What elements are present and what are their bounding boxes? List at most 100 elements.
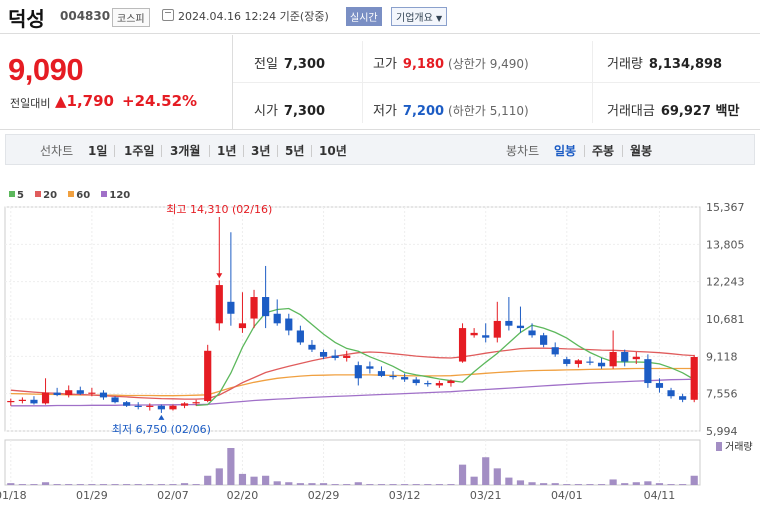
- legend-ma60: 60: [68, 190, 90, 201]
- legend-ma5: 5: [9, 190, 24, 201]
- x-tick-label: 04/11: [644, 489, 676, 502]
- candle-body: [215, 285, 223, 324]
- y-tick-label: 15,367: [706, 201, 745, 214]
- x-tick-label: 02/29: [308, 489, 340, 502]
- candle-body: [30, 399, 38, 404]
- volume-bar: [609, 479, 617, 485]
- tab-3y[interactable]: 3년: [251, 144, 271, 158]
- tab-5y[interactable]: 5년: [285, 144, 305, 158]
- line-chart-label: 선차트: [40, 144, 74, 158]
- x-tick-label: 03/21: [470, 489, 502, 502]
- candle-body: [76, 390, 84, 394]
- candle-body: [273, 313, 281, 324]
- change-label: 전일대비: [10, 97, 51, 110]
- trade-amount: 거래대금 69,927 백만: [607, 104, 740, 119]
- volume-bar: [516, 480, 525, 485]
- tab-3m[interactable]: 3개월: [170, 144, 201, 158]
- candle-body: [7, 400, 15, 403]
- legend-ma20: 20: [35, 190, 57, 201]
- candle-body: [41, 392, 50, 404]
- volume-bar: [621, 483, 629, 485]
- candle-body: [563, 359, 571, 364]
- divider: [243, 145, 244, 157]
- tab-1d[interactable]: 1일: [88, 144, 108, 158]
- candle-body: [401, 377, 409, 380]
- candle-body: [655, 383, 664, 388]
- volume-bar: [123, 484, 131, 485]
- chevron-down-icon: ▼: [436, 14, 443, 23]
- candle-body: [412, 379, 420, 384]
- volume-bar: [505, 477, 513, 485]
- volume-bar: [204, 475, 212, 485]
- candle-body: [111, 397, 119, 403]
- candle-body: [482, 335, 490, 338]
- volume-bar: [53, 484, 61, 485]
- volume-bar: [644, 481, 652, 485]
- tab-1w[interactable]: 1주일: [124, 144, 155, 158]
- candle-body: [447, 380, 455, 384]
- divider: [592, 41, 593, 123]
- tab-weekly[interactable]: 주봉: [592, 144, 615, 158]
- volume-bar: [250, 476, 258, 485]
- tab-1y[interactable]: 1년: [217, 144, 237, 158]
- high-annotation: 최고 14,310 (02/16): [166, 203, 272, 216]
- stock-name: 덕성: [8, 7, 45, 31]
- volume-bar: [655, 483, 664, 485]
- volume-bar: [157, 484, 165, 485]
- tab-monthly[interactable]: 월봉: [630, 144, 653, 158]
- candle-body: [690, 357, 698, 400]
- volume-bar: [215, 468, 223, 485]
- quote-panel: 9,090 전일대비 ▲1,790 +24.52% 전일 7,300 고가 9,18…: [0, 35, 760, 130]
- x-tick-label: 01/29: [76, 489, 108, 502]
- high-arrow-head-icon: [216, 273, 223, 279]
- volume-bar: [679, 484, 687, 485]
- candle-body: [88, 392, 96, 394]
- tab-daily[interactable]: 일봉: [554, 144, 577, 158]
- volume-bar: [296, 483, 304, 485]
- candle-body: [586, 361, 594, 363]
- candle-body: [597, 362, 606, 367]
- company-info-dropdown[interactable]: 기업개요 ▼: [391, 7, 448, 26]
- volume-bar: [331, 484, 339, 485]
- candle-body: [123, 402, 131, 406]
- candle-body: [574, 360, 582, 364]
- chart-period-tabs: 선차트 1일 1주일 3개월 1년 3년 5년 10년 봉차트 일봉 주봉 월봉: [5, 134, 755, 165]
- volume-bar: [227, 448, 235, 485]
- candle-body: [262, 297, 270, 317]
- volume-bar: [273, 481, 281, 485]
- volume-bar: [551, 483, 559, 485]
- candle-body: [134, 405, 142, 407]
- realtime-button[interactable]: 실시간: [346, 7, 382, 26]
- change-amount: 1,790: [66, 92, 114, 110]
- candle-chart-label: 봉차트: [506, 144, 540, 158]
- current-price: 9,090: [8, 52, 84, 87]
- candle-body: [319, 351, 328, 357]
- volume-bar: [389, 484, 397, 485]
- candle-body: [18, 399, 26, 401]
- prev-close: 전일 7,300: [254, 57, 326, 72]
- volume-bar: [540, 483, 548, 485]
- y-tick-label: 7,556: [706, 388, 738, 401]
- divider: [233, 82, 760, 83]
- volume-bar: [482, 457, 490, 485]
- x-tick-label: 02/20: [227, 489, 259, 502]
- candle-body: [621, 351, 629, 362]
- volume-bar: [354, 482, 362, 485]
- company-info-label: 기업개요: [396, 13, 433, 24]
- candle-body: [516, 325, 525, 329]
- divider: [209, 145, 210, 157]
- change-value: ▲1,790: [55, 92, 114, 110]
- candle-body: [667, 390, 675, 397]
- y-tick-label: 10,681: [706, 313, 745, 326]
- candle-body: [192, 402, 200, 404]
- volume-bar: [447, 484, 455, 485]
- tab-10y[interactable]: 10년: [319, 144, 347, 158]
- volume-bar: [30, 484, 38, 485]
- x-tick-label: 01/18: [0, 489, 27, 502]
- volume-legend-swatch: [716, 442, 722, 451]
- ma60-line: [10, 367, 695, 397]
- divider: [584, 145, 585, 157]
- volume-bar: [169, 484, 177, 485]
- x-tick-label: 02/07: [157, 489, 189, 502]
- candle-body: [458, 328, 467, 362]
